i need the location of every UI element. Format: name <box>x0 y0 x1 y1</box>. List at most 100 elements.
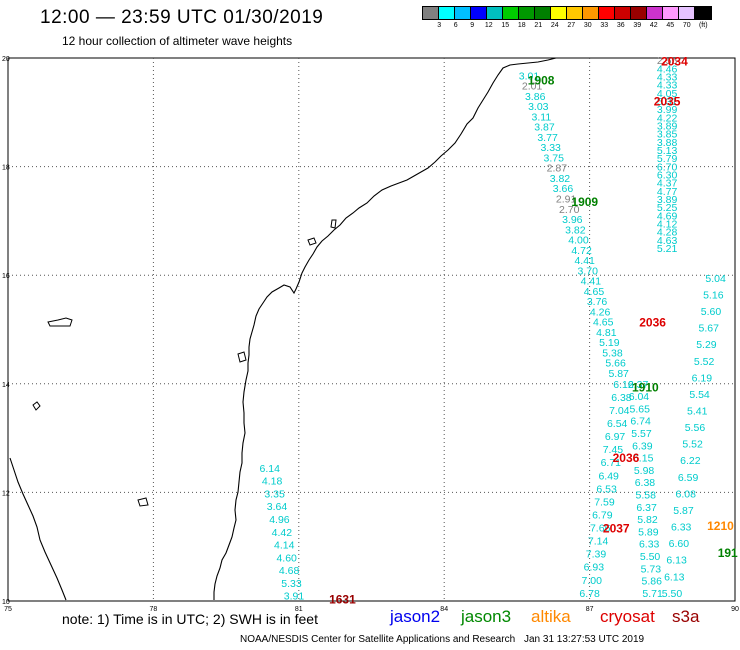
wave-height-value: 2.55 <box>657 55 678 67</box>
legend-swatch <box>647 7 663 19</box>
wave-height-value: 6.70 <box>657 161 678 173</box>
wave-height-value: 3.91 <box>284 591 305 603</box>
wave-height-value: 4.68 <box>279 565 300 577</box>
wave-height-value: 4.65 <box>584 286 605 298</box>
wave-height-value: 6.78 <box>579 588 600 600</box>
wave-height-value: 3.99 <box>657 104 678 116</box>
wave-height-value: 4.33 <box>657 72 678 84</box>
wave-height-value: 3.35 <box>264 488 285 500</box>
wave-height-value: 6.13 <box>664 571 685 583</box>
wave-height-value: 6.39 <box>632 440 653 452</box>
wave-height-value: 7.66 <box>590 523 611 535</box>
wave-height-value: 6.37 <box>636 502 657 514</box>
wave-height-value: 3.82 <box>550 173 571 185</box>
island-outline <box>47 317 73 327</box>
wave-height-value: 7.04 <box>609 405 630 417</box>
wave-height-value: 4.41 <box>581 276 602 288</box>
legend-ticks: 3 6 9 12 15 18 21 24 27 30 33 36 39 42 45 70 (ft) <box>431 22 712 29</box>
pass-time-label: 1908 <box>528 74 555 88</box>
legend-swatch <box>551 7 567 19</box>
legend-swatch <box>583 7 599 19</box>
wave-height-value: 6.15 <box>633 453 654 465</box>
wave-height-value: 5.98 <box>634 465 655 477</box>
wave-height-value: 5.19 <box>599 337 620 349</box>
credit-line: NOAA/NESDIS Center for Satellite Applica… <box>240 634 516 645</box>
legend-swatch <box>487 7 503 19</box>
wave-height-value: 3.75 <box>544 152 565 164</box>
island-outline-6 <box>330 219 337 229</box>
legend-tick-label: 21 <box>534 22 543 29</box>
wave-height-value: 6.59 <box>678 472 699 484</box>
legend-tick-label: 12 <box>484 22 493 29</box>
legend-tick-label: 42 <box>649 22 658 29</box>
wave-height-value: 6.79 <box>592 509 613 521</box>
legend-swatch <box>679 7 695 19</box>
wave-height-value: 3.85 <box>657 129 678 141</box>
wave-height-value: 4.60 <box>276 552 297 564</box>
wave-height-value: 2.91 <box>556 194 577 206</box>
legend-swatch <box>567 7 583 19</box>
longitude-label: 90 <box>731 606 739 613</box>
longitude-label: 84 <box>440 606 448 613</box>
latitude-label: 18 <box>2 165 10 172</box>
wave-height-value: 6.33 <box>671 522 692 534</box>
wave-height-value: 4.26 <box>590 306 611 318</box>
pass-time-label: 1909 <box>571 195 598 209</box>
legend-tick-label: 24 <box>550 22 559 29</box>
latitude-label: 12 <box>2 490 10 497</box>
wave-height-value: 5.16 <box>703 289 724 301</box>
map-subtitle: 12 hour collection of altimeter wave hei… <box>62 34 293 48</box>
wave-height-value: 5.41 <box>687 406 708 418</box>
legend-tick-label: 9 <box>470 22 475 29</box>
wave-height-value: 6.49 <box>598 470 619 482</box>
island-outline-5 <box>307 237 317 246</box>
wave-height-value: 5.57 <box>631 428 652 440</box>
wave-height-value: 4.96 <box>269 514 290 526</box>
color-legend: 3 6 9 12 15 18 21 24 27 30 33 36 39 42 45 70 (ft) <box>422 6 712 29</box>
wave-height-value: 4.77 <box>657 186 678 198</box>
wave-height-value: 6.22 <box>680 455 701 467</box>
wave-height-value: 4.00 <box>568 235 589 247</box>
wave-height-value: 4.18 <box>262 476 283 488</box>
legend-tick-label: 45 <box>666 22 675 29</box>
legend-tick-label: (ft) <box>698 22 708 29</box>
pass-time-label: 1631 <box>329 592 356 606</box>
wave-height-value: 5.71 <box>642 588 663 600</box>
wave-height-value: 5.87 <box>673 505 694 517</box>
wave-height-value: 5.50 <box>640 551 661 563</box>
legend-swatch <box>455 7 471 19</box>
wave-height-value: 5.67 <box>699 323 720 335</box>
wave-height-value: 6.04 <box>629 391 650 403</box>
wave-height-value: 3.82 <box>565 224 586 236</box>
wave-height-value: 6.71 <box>601 457 622 469</box>
wave-height-value: 3.11 <box>532 111 552 123</box>
wave-height-value: 4.28 <box>657 227 678 239</box>
legend-swatch <box>631 7 647 19</box>
wave-height-value: 5.52 <box>682 439 703 451</box>
satellite-jason2: jason2 <box>390 607 441 626</box>
generation-timestamp: Jan 31 13:27:53 UTC 2019 <box>524 634 645 645</box>
legend-swatch <box>535 7 551 19</box>
wave-height-value: 5.38 <box>602 347 623 359</box>
coastline-sri-lanka <box>9 457 67 601</box>
pass-time-label: 2036 <box>639 315 666 329</box>
wave-height-value: 4.14 <box>274 540 295 552</box>
wave-height-value: 6.93 <box>584 562 605 574</box>
wave-height-value: 6.13 <box>666 555 687 567</box>
wave-height-value: 4.33 <box>657 80 678 92</box>
pass-time-label: 2034 <box>661 55 688 69</box>
legend-swatch <box>599 7 615 19</box>
wave-height-value: 7.00 <box>582 575 603 587</box>
pass-time-label: 2035 <box>654 94 681 108</box>
wave-height-value: 4.69 <box>657 210 678 222</box>
wave-height-value: 5.21 <box>657 243 678 255</box>
satellite-altika: altika <box>531 607 571 626</box>
wave-height-value: 3.89 <box>657 121 678 133</box>
wave-height-value: 3.86 <box>525 91 546 103</box>
latitude-label: 10 <box>2 599 10 606</box>
wave-height-value: 7.39 <box>586 549 607 561</box>
wave-height-value: 7.45 <box>603 444 624 456</box>
legend-tick-label: 6 <box>453 22 458 29</box>
altimeter-tracks: 2.554.464.334.334.055.313.994.223.893.85… <box>260 55 726 602</box>
